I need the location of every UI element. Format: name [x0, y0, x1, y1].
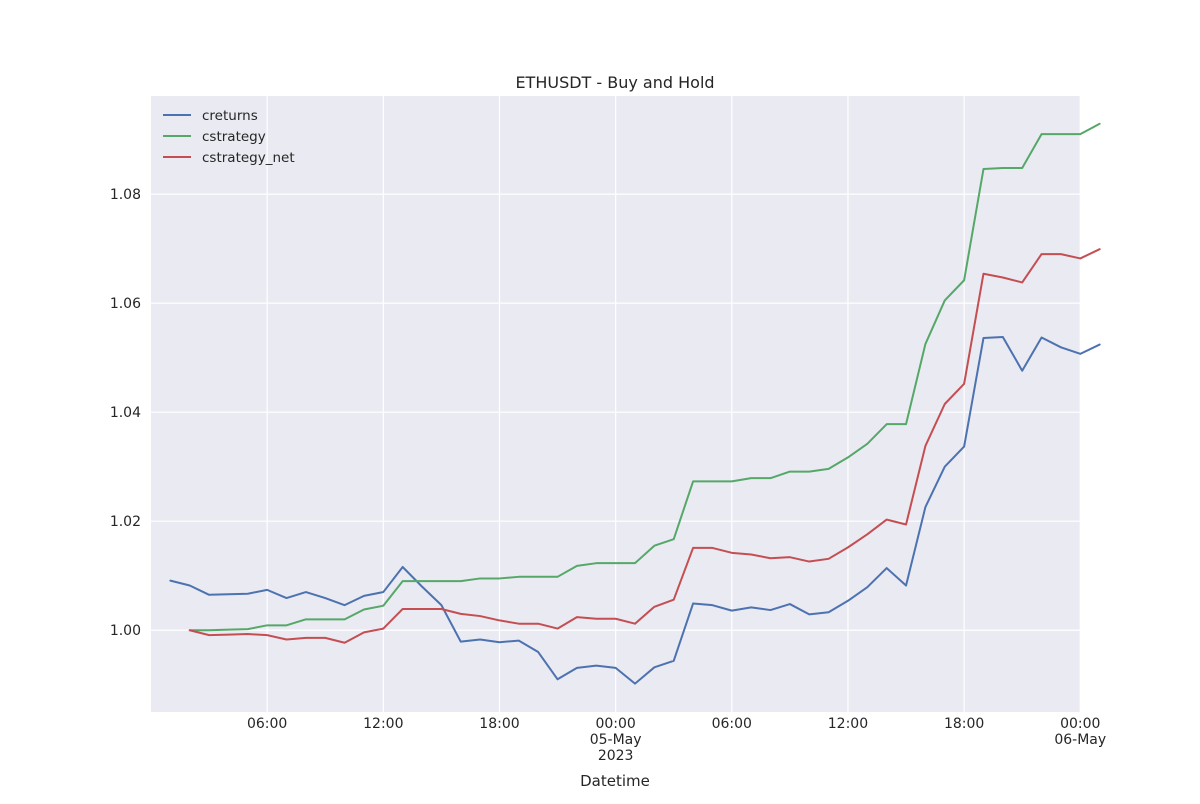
grid-lines	[151, 96, 1081, 712]
y-tick-label: 1.02	[110, 514, 141, 530]
series-line-cstrategy	[188, 122, 1101, 632]
chart-title: ETHUSDT - Buy and Hold	[515, 73, 714, 92]
x-tick-label: 05-May	[590, 732, 642, 748]
x-tick-label: 2023	[598, 748, 634, 764]
series-line-creturns	[169, 335, 1101, 685]
legend-label: cstrategy	[202, 129, 266, 145]
series-lines	[169, 122, 1101, 685]
x-tick-label: 18:00	[479, 716, 519, 732]
x-tick-label: 12:00	[363, 716, 403, 732]
x-tick-label: 00:00	[1060, 716, 1100, 732]
legend-label: cstrategy_net	[202, 150, 295, 166]
y-tick-label: 1.04	[110, 405, 141, 421]
x-tick-label: 12:00	[828, 716, 868, 732]
x-tick-label: 06-May	[1054, 732, 1106, 748]
y-tick-label: 1.06	[110, 296, 141, 312]
x-axis-label: Datetime	[580, 772, 650, 790]
legend-label: creturns	[202, 108, 258, 124]
y-tick-label: 1.08	[110, 187, 141, 203]
series-line-cstrategy-net	[188, 248, 1101, 644]
x-tick-label: 06:00	[712, 716, 752, 732]
y-axis-ticks: 1.00 1.02 1.04 1.06 1.08	[110, 187, 141, 639]
x-tick-label: 06:00	[247, 716, 287, 732]
x-tick-label: 00:00	[595, 716, 635, 732]
x-tick-label: 18:00	[944, 716, 984, 732]
y-tick-label: 1.00	[110, 623, 141, 639]
legend: creturns cstrategy cstrategy_net	[163, 108, 295, 166]
